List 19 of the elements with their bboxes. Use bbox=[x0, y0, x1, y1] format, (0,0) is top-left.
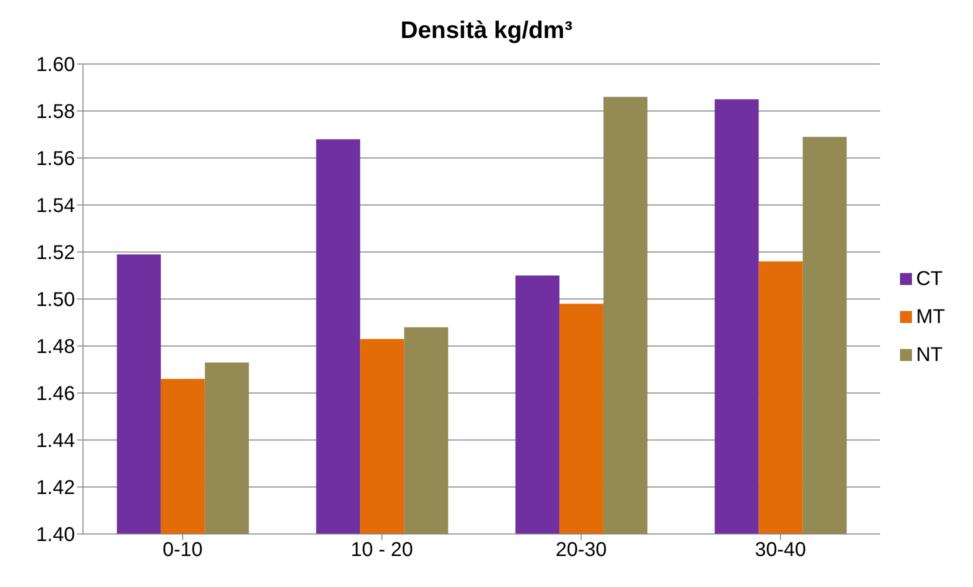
legend-label: NT bbox=[916, 344, 943, 366]
x-tick-label: 30-40 bbox=[754, 539, 806, 562]
y-tick-label: 1.58 bbox=[36, 101, 75, 124]
y-tick-label: 1.46 bbox=[36, 383, 75, 406]
legend-label: CT bbox=[916, 268, 943, 290]
y-tick-label: 1.40 bbox=[36, 524, 75, 546]
x-tick-label: 10 - 20 bbox=[350, 539, 414, 562]
y-tick-label: 1.52 bbox=[36, 242, 75, 264]
chart-title: Densità kg/dm³ bbox=[399, 16, 574, 46]
y-tick-label: 1.56 bbox=[36, 148, 75, 170]
y-tick-label: 1.42 bbox=[36, 477, 75, 500]
y-tick-label: 1.44 bbox=[36, 430, 75, 452]
y-tick-label: 1.54 bbox=[36, 195, 75, 218]
y-tick-label: 1.60 bbox=[36, 54, 75, 76]
y-tick-label: 1.50 bbox=[36, 289, 75, 312]
y-tick-label: 1.48 bbox=[36, 336, 75, 358]
x-tick-label: 0-10 bbox=[162, 539, 203, 562]
legend-label: MT bbox=[916, 306, 945, 328]
x-tick-label: 20-30 bbox=[556, 539, 607, 562]
